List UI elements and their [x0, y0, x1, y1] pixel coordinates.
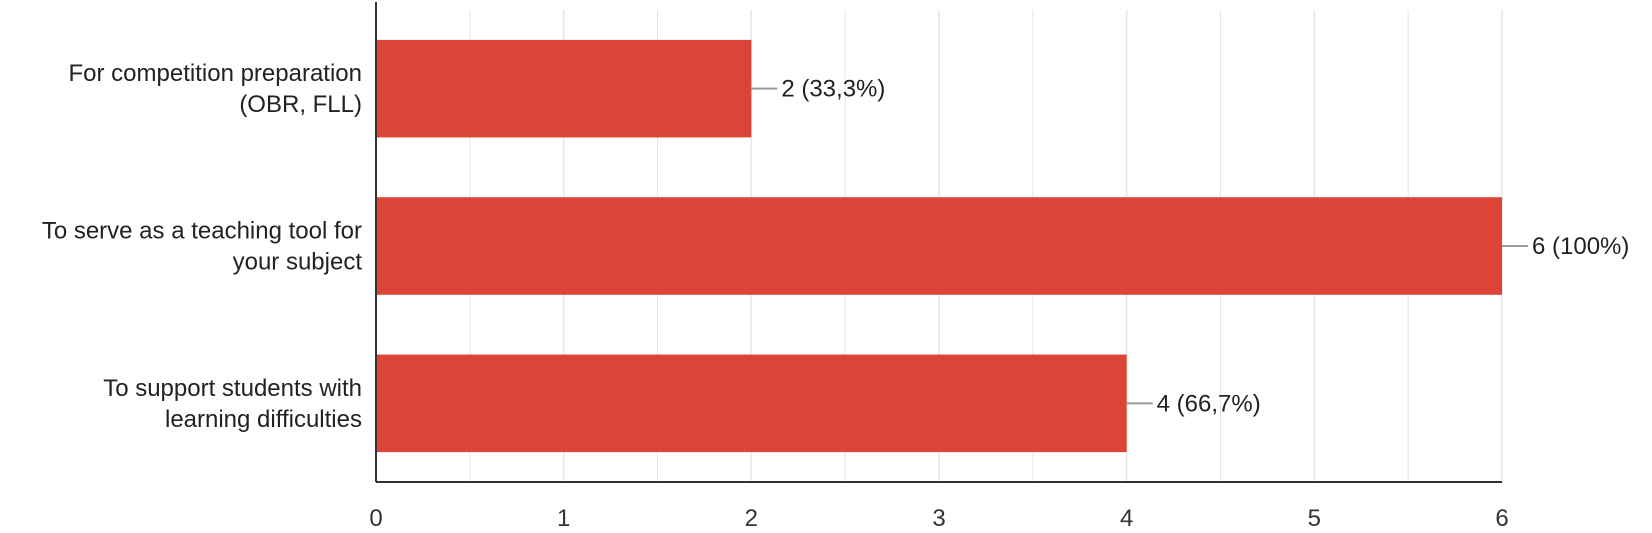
- x-tick-label: 6: [1495, 505, 1508, 532]
- data-label: 2 (33,3%): [781, 76, 885, 103]
- bar: [376, 354, 1127, 453]
- x-tick-label: 0: [369, 505, 382, 532]
- data-label: 6 (100%): [1532, 233, 1629, 260]
- bar: [376, 197, 1502, 295]
- category-label: To serve as a teaching tool for your subj…: [42, 218, 363, 276]
- labels: 2 (33,3%) For competition preparation (OBR…: [42, 60, 1630, 433]
- x-tick-label: 5: [1308, 505, 1321, 532]
- data-label: 4 (66,7%): [1157, 390, 1261, 417]
- category-label: For competition preparation (OBR, FLL): [69, 60, 362, 118]
- x-tick-label: 4: [1120, 505, 1133, 532]
- x-tick-label: 2: [745, 505, 758, 532]
- bar: [376, 39, 752, 138]
- x-tick-label: 3: [932, 505, 945, 532]
- axes: 0 1 2 3 4 5 6: [369, 2, 1509, 532]
- category-label: To support students with learning difficu…: [103, 375, 362, 433]
- x-tick-label: 1: [557, 505, 570, 532]
- bars: [376, 39, 1502, 453]
